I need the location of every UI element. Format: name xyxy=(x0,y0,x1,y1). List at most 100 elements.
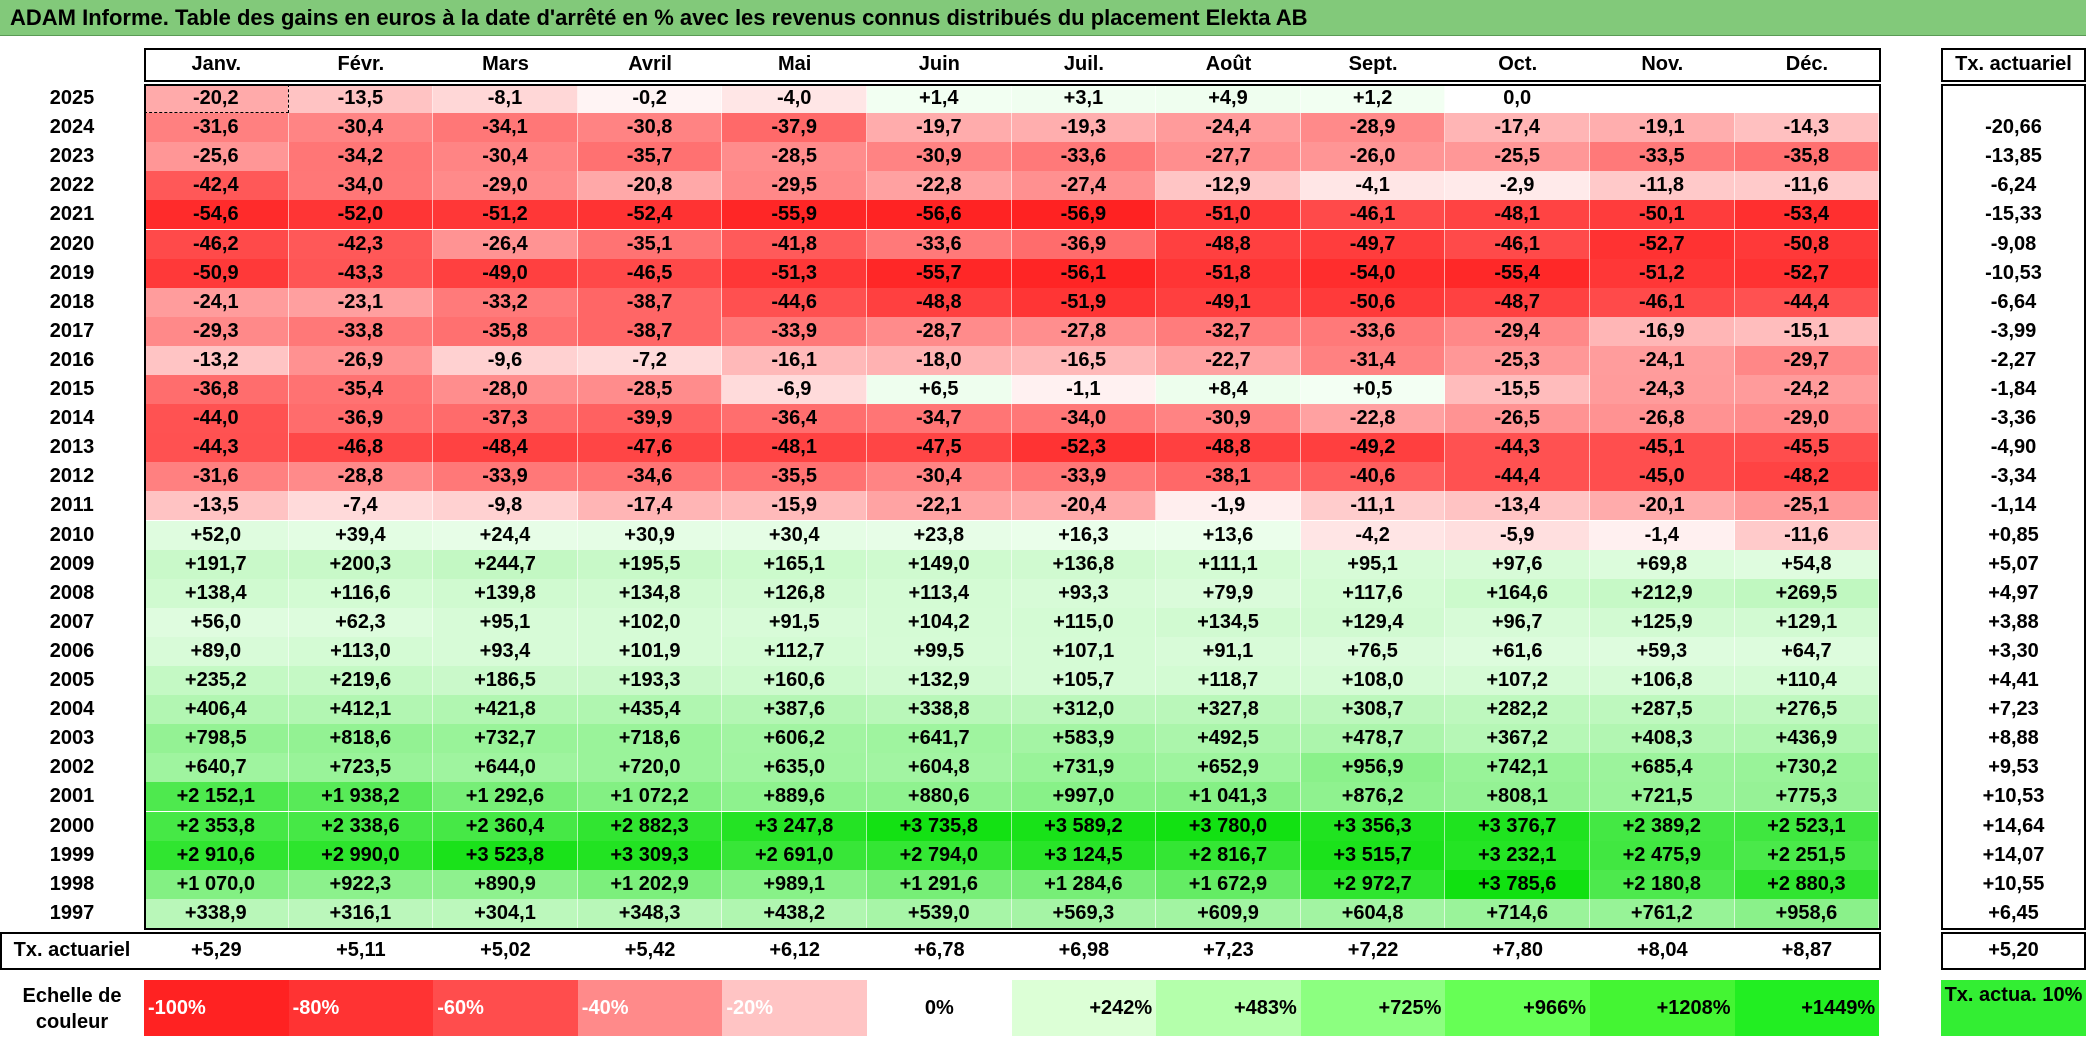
table-cell: +436,9 xyxy=(1734,724,1880,754)
table-cell: -25,6 xyxy=(144,142,289,172)
table-cell: +193,3 xyxy=(577,666,723,696)
table-cell: -52,0 xyxy=(288,200,434,230)
table-cell: +997,0 xyxy=(1011,782,1157,812)
table-cell: +2 360,4 xyxy=(433,811,578,841)
table-cell: -42,3 xyxy=(288,229,434,259)
table-cell: +91,1 xyxy=(1156,636,1301,666)
table-cell: +113,4 xyxy=(867,578,1012,608)
table-cell: -34,7 xyxy=(867,404,1012,434)
table-cell: -44,0 xyxy=(144,404,289,434)
table-cell: +438,2 xyxy=(722,898,867,928)
table-cell: +69,8 xyxy=(1590,549,1735,579)
table-cell: +104,2 xyxy=(867,607,1012,637)
table-cell: -20,4 xyxy=(1011,491,1157,521)
table-cell: -50,6 xyxy=(1300,287,1446,317)
table-cell: -51,8 xyxy=(1156,258,1301,288)
table-cell: -14,3 xyxy=(1734,113,1880,143)
table-cell: +2 972,7 xyxy=(1300,869,1446,899)
table-cell: +79,9 xyxy=(1156,578,1301,608)
table-cell: -26,8 xyxy=(1590,404,1735,434)
color-scale-step: +1449% xyxy=(1734,980,1880,1036)
table-cell: +134,8 xyxy=(577,578,723,608)
table-cell: -7,4 xyxy=(288,491,434,521)
table-cell: -25,1 xyxy=(1734,491,1880,521)
year-label: 2003 xyxy=(49,727,95,750)
table-cell: +118,7 xyxy=(1156,666,1301,696)
tx-actua-legend: Tx. actua. 10% xyxy=(1941,980,2086,1036)
table-cell: -30,8 xyxy=(577,113,723,143)
table-cell: -24,4 xyxy=(1156,113,1301,143)
color-scale-step: +1208% xyxy=(1590,980,1735,1036)
table-cell: -16,5 xyxy=(1011,345,1157,375)
year-label: 2011 xyxy=(50,494,94,517)
table-cell: -55,7 xyxy=(867,258,1012,288)
table-cell: +129,4 xyxy=(1300,607,1446,637)
table-cell: +492,5 xyxy=(1156,724,1301,754)
tx-actuariel-cell: -6,24 xyxy=(1990,174,2037,197)
year-label: 2007 xyxy=(49,610,95,633)
color-scale-step: -20% xyxy=(722,980,867,1036)
month-header-11: Nov. xyxy=(1641,53,1684,75)
table-cell: +798,5 xyxy=(144,724,289,754)
table-cell: -30,9 xyxy=(1156,404,1301,434)
month-header-4: Avril xyxy=(628,53,672,75)
table-cell: +652,9 xyxy=(1156,753,1301,783)
table-cell: +604,8 xyxy=(1300,898,1446,928)
footer-tx-cell: +6,12 xyxy=(769,938,820,961)
table-cell: -26,9 xyxy=(288,345,434,375)
year-label: 1999 xyxy=(49,843,95,866)
table-cell: -56,9 xyxy=(1011,200,1157,230)
table-cell: +276,5 xyxy=(1734,695,1880,725)
table-cell: +59,3 xyxy=(1590,636,1735,666)
table-cell: -34,0 xyxy=(1011,404,1157,434)
table-cell: +2 180,8 xyxy=(1590,869,1735,899)
table-cell: -35,8 xyxy=(1734,142,1880,172)
table-cell xyxy=(1734,84,1880,114)
table-cell: +3 309,3 xyxy=(577,840,723,870)
table-cell: -48,1 xyxy=(722,433,867,463)
table-cell: -50,8 xyxy=(1734,229,1880,259)
table-cell: +106,8 xyxy=(1590,666,1735,696)
table-cell: -42,4 xyxy=(144,171,289,201)
year-label: 2018 xyxy=(49,290,95,313)
table-cell: +408,3 xyxy=(1590,724,1735,754)
table-cell: +219,6 xyxy=(288,666,434,696)
tx-actuariel-cell: +6,45 xyxy=(1988,901,2039,924)
table-cell: +989,1 xyxy=(722,869,867,899)
tx-actuariel-cell: +10,53 xyxy=(1982,785,2045,808)
table-cell: -46,5 xyxy=(577,258,723,288)
tx-actuariel-cell: +14,64 xyxy=(1982,814,2045,837)
table-cell: +720,0 xyxy=(577,753,723,783)
table-cell: -52,7 xyxy=(1590,229,1735,259)
year-label: 2005 xyxy=(49,669,95,691)
table-cell: -25,3 xyxy=(1445,345,1590,375)
color-scale-label: Echelle de couleur xyxy=(22,985,122,1033)
year-label: 2001 xyxy=(49,785,95,808)
year-label: 2024 xyxy=(49,116,95,139)
table-cell: +609,9 xyxy=(1156,898,1301,928)
table-cell: -9,8 xyxy=(433,491,578,521)
table-cell: +126,8 xyxy=(722,578,867,608)
table-cell: -46,1 xyxy=(1300,200,1446,230)
tx-actuariel-cell: +7,23 xyxy=(1988,698,2039,721)
tx-actuariel-cell: +10,55 xyxy=(1982,872,2045,895)
table-cell: -56,6 xyxy=(867,200,1012,230)
table-cell: -29,3 xyxy=(144,316,289,346)
table-cell: +1 041,3 xyxy=(1156,782,1301,812)
table-cell: -48,1 xyxy=(1445,200,1590,230)
footer-tx-cell: +7,22 xyxy=(1347,938,1399,961)
table-cell: -50,1 xyxy=(1590,200,1735,230)
table-cell: +115,0 xyxy=(1011,607,1157,637)
table-cell: +421,8 xyxy=(433,695,578,725)
footer-label: Tx. actuariel xyxy=(13,938,131,961)
table-cell: -22,8 xyxy=(1300,404,1446,434)
table-cell: +685,4 xyxy=(1590,753,1735,783)
color-scale-step: +242% xyxy=(1011,980,1157,1036)
table-cell: +62,3 xyxy=(288,607,434,637)
table-cell: +308,7 xyxy=(1300,695,1446,725)
table-cell: -38,1 xyxy=(1156,462,1301,492)
table-cell: +2 880,3 xyxy=(1734,869,1880,899)
table-cell: -29,4 xyxy=(1445,316,1590,346)
table-cell: -44,3 xyxy=(144,433,289,463)
table-cell: -35,7 xyxy=(577,142,723,172)
